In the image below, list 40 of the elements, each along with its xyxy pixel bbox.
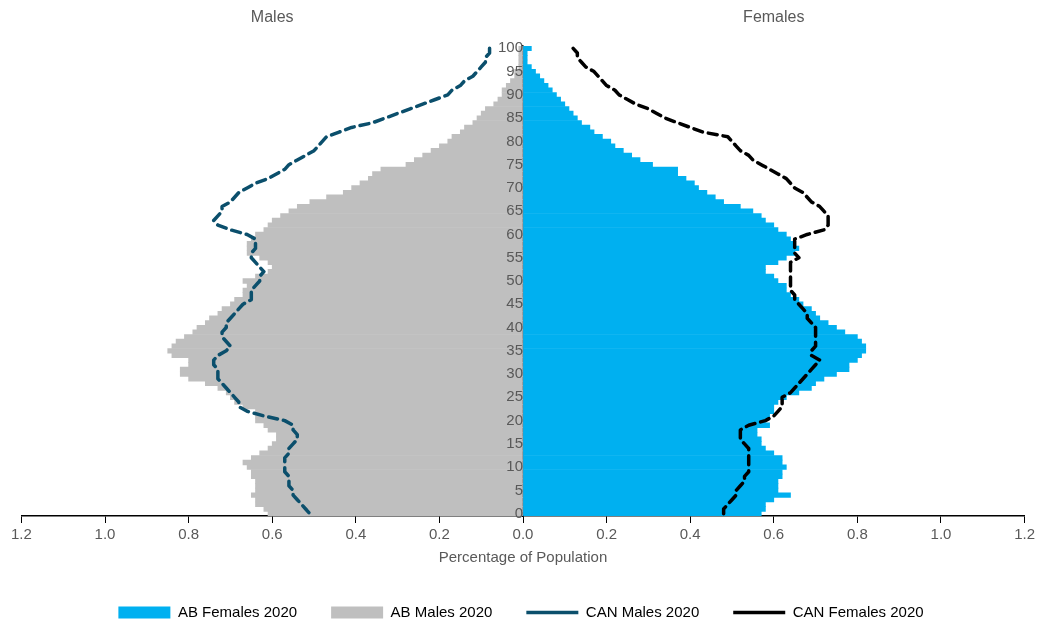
- y-tick-label: 30: [506, 364, 523, 382]
- y-tick-label: 75: [506, 154, 523, 172]
- legend-label: CAN Males 2020: [585, 602, 700, 620]
- x-tick-label: 1.0: [94, 525, 116, 543]
- x-tick-label: 1.0: [930, 525, 952, 543]
- x-tick-label: 0.8: [178, 525, 200, 543]
- legend-label: AB Females 2020: [177, 602, 298, 620]
- x-tick-label: 1.2: [11, 525, 32, 543]
- x-axis-title: Percentage of Population: [438, 548, 608, 566]
- y-tick-label: 25: [506, 387, 523, 405]
- text: Males: [250, 8, 294, 26]
- y-tick-label: 80: [506, 131, 523, 149]
- x-tick-label: 0.8: [846, 525, 868, 543]
- x-tick-label: 0.2: [596, 525, 618, 543]
- y-tick-label: 35: [506, 340, 523, 358]
- y-tick-label: 85: [506, 108, 523, 126]
- x-tick-label: 1.2: [1014, 525, 1035, 543]
- y-tick-label: 90: [506, 85, 523, 102]
- y-tick-label: 65: [506, 201, 523, 219]
- y-tick-label: 10: [506, 457, 523, 475]
- x-tick-label: 0.4: [679, 525, 701, 543]
- y-tick-label: 45: [506, 294, 523, 312]
- x-tick-label: 0.6: [763, 525, 785, 543]
- y-tick-label: 40: [506, 317, 523, 335]
- x-tick-label: 0.2: [428, 525, 450, 543]
- x-tick-label: 0.6: [261, 525, 283, 543]
- y-tick-label: 20: [506, 410, 523, 428]
- y-tick-label: 15: [506, 434, 523, 452]
- x-tick-label: 0.4: [345, 525, 367, 543]
- x-tick-label: 0.0: [512, 525, 534, 543]
- y-tick-label: 60: [506, 224, 523, 242]
- y-tick-label: 70: [506, 178, 523, 196]
- legend-label: CAN Females 2020: [792, 602, 924, 620]
- text: Females: [743, 8, 805, 26]
- y-tick-label: 95: [506, 61, 523, 79]
- y-tick-label: 55: [506, 247, 523, 265]
- y-tick-label: 5: [514, 480, 523, 498]
- y-tick-label: 100: [497, 38, 523, 56]
- y-tick-label: 50: [506, 271, 523, 289]
- legend-label: AB Males 2020: [390, 602, 493, 620]
